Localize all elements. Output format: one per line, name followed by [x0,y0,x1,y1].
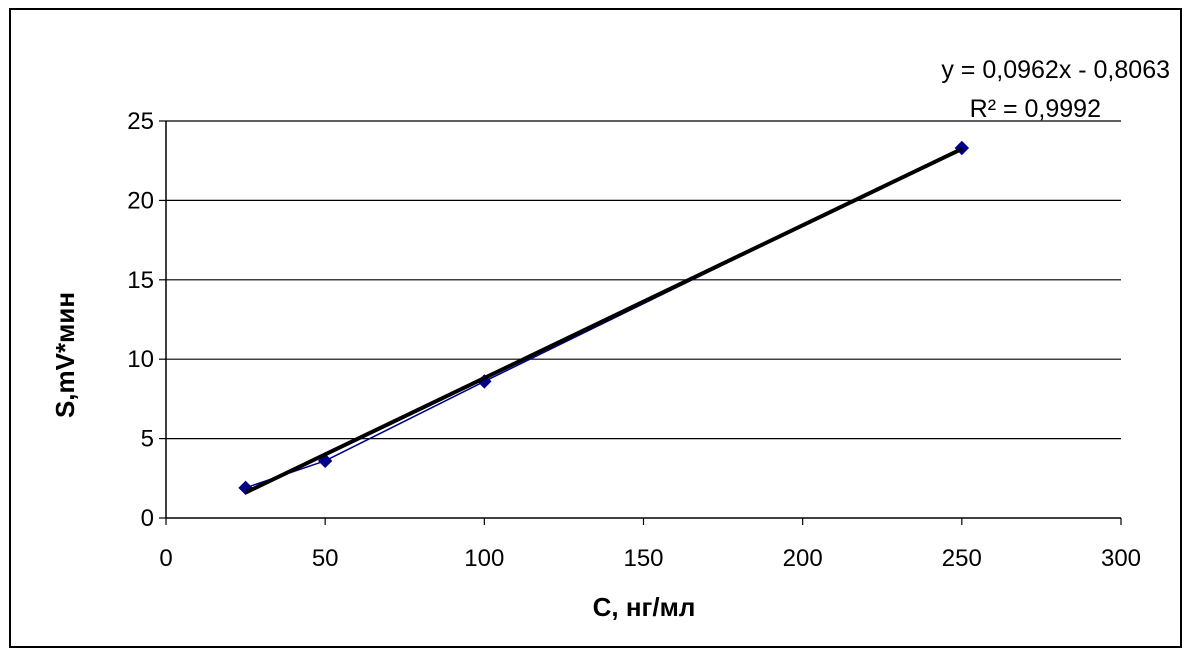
x-axis-ticks: 0 50 100 150 200 250 300 [159,518,1141,572]
x-tick-label: 250 [942,545,982,572]
y-axis-ticks: 0 5 10 15 20 25 [127,108,166,532]
trendline-equation: y = 0,0962x - 0,8063 [941,56,1170,84]
y-tick-label: 10 [127,346,154,373]
y-tick-label: 0 [141,505,154,532]
chart-frame [9,8,1182,648]
gridlines [166,120,1121,440]
y-tick-label: 20 [127,187,154,214]
x-tick-label: 100 [464,545,504,572]
y-tick-label: 5 [141,426,154,453]
axes [165,121,1121,519]
trendline [244,147,963,495]
x-tick-label: 200 [783,545,823,572]
x-tick-label: 0 [159,545,172,572]
y-tick-label: 15 [127,267,154,294]
x-tick-label: 50 [312,545,339,572]
x-tick-label: 300 [1101,545,1141,572]
x-axis-title: С, нг/мл [593,592,696,622]
y-axis-title: S,mV*мин [50,292,80,418]
x-tick-label: 150 [623,545,663,572]
trendline-group [244,147,963,495]
r-squared-label: R² = 0,9992 [970,95,1101,123]
y-tick-label: 25 [127,108,154,135]
